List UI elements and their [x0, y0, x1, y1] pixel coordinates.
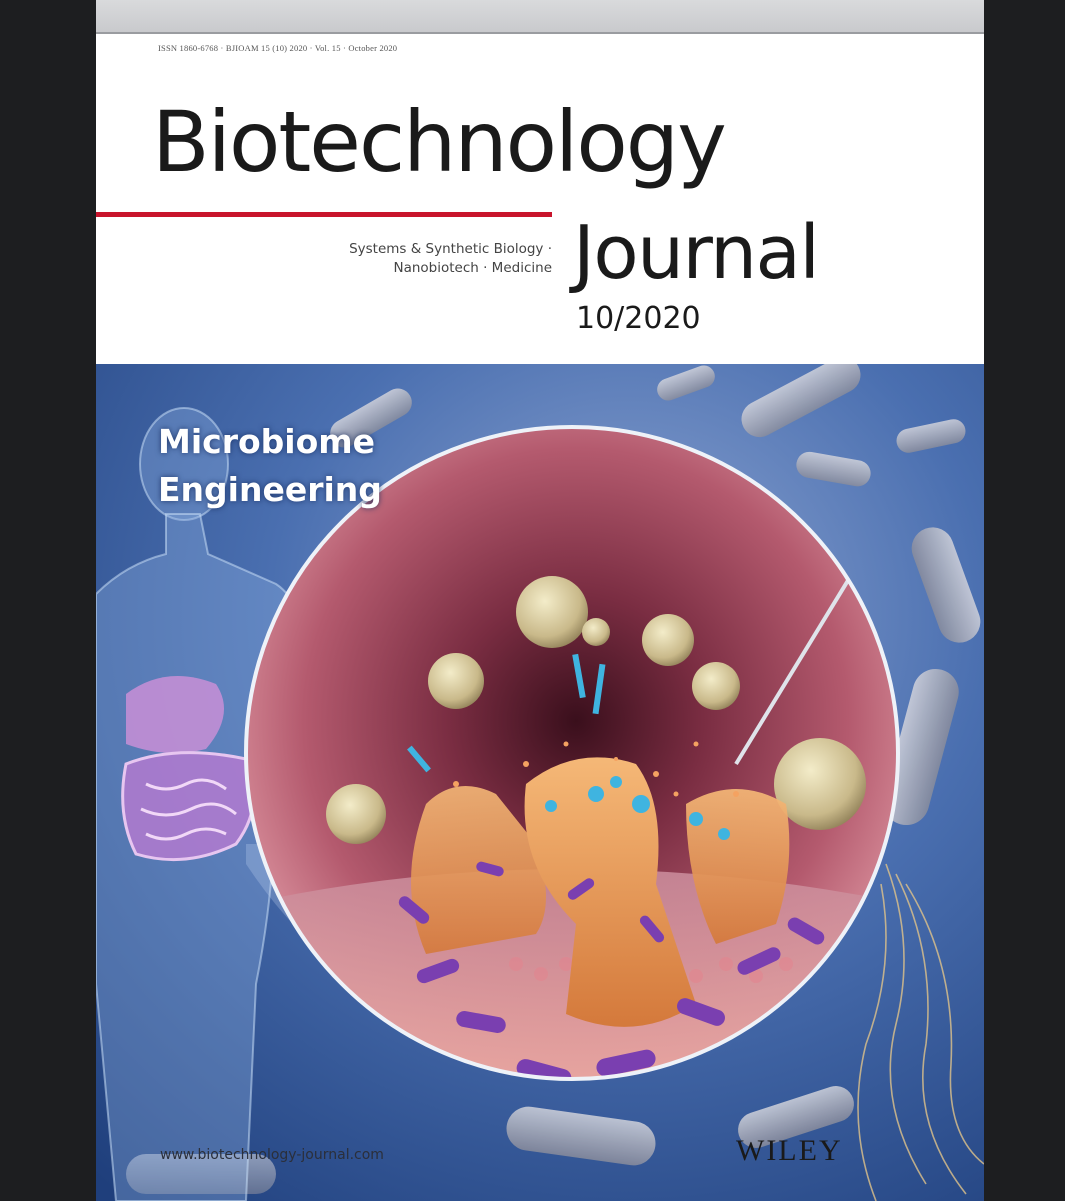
blue-particles	[407, 653, 730, 840]
cover-header: ISSN 1860-6768 · BJIOAM 15 (10) 2020 · V…	[96, 34, 984, 364]
top-strip	[96, 0, 984, 34]
illustration-svg	[96, 364, 984, 1201]
yeast-cells	[326, 576, 866, 844]
issn-line: ISSN 1860-6768 · BJIOAM 15 (10) 2020 · V…	[158, 43, 398, 53]
tagline-line2: Nanobiotech · Medicine	[393, 260, 552, 276]
gut-organs	[121, 676, 256, 862]
journal-title-line1: Biotechnology	[152, 93, 727, 191]
topic-line2: Engineering	[158, 470, 382, 509]
inset-border	[244, 425, 900, 1081]
publisher-logo: WILEY	[736, 1134, 843, 1167]
journal-cover: ISSN 1860-6768 · BJIOAM 15 (10) 2020 · V…	[96, 34, 984, 1201]
topic-line1: Microbiome	[158, 422, 376, 461]
flagella	[857, 863, 984, 1201]
orange-particles	[453, 741, 739, 797]
background-bacteria	[126, 364, 981, 1194]
needle	[734, 562, 860, 766]
journal-tagline: Systems & Synthetic Biology · Nanobiotec…	[349, 240, 552, 278]
red-rule	[96, 212, 552, 217]
cover-illustration: Microbiome Engineering	[96, 364, 984, 1201]
journal-title-line2: Journal	[573, 210, 820, 296]
tagline-line1: Systems & Synthetic Biology ·	[349, 241, 552, 257]
feature-topic: Microbiome Engineering	[158, 418, 382, 514]
intestine-inset	[246, 427, 898, 1079]
issue-number: 10/2020	[576, 301, 701, 336]
purple-bacteria	[398, 861, 825, 1079]
journal-website[interactable]: www.biotechnology-journal.com	[160, 1147, 384, 1163]
